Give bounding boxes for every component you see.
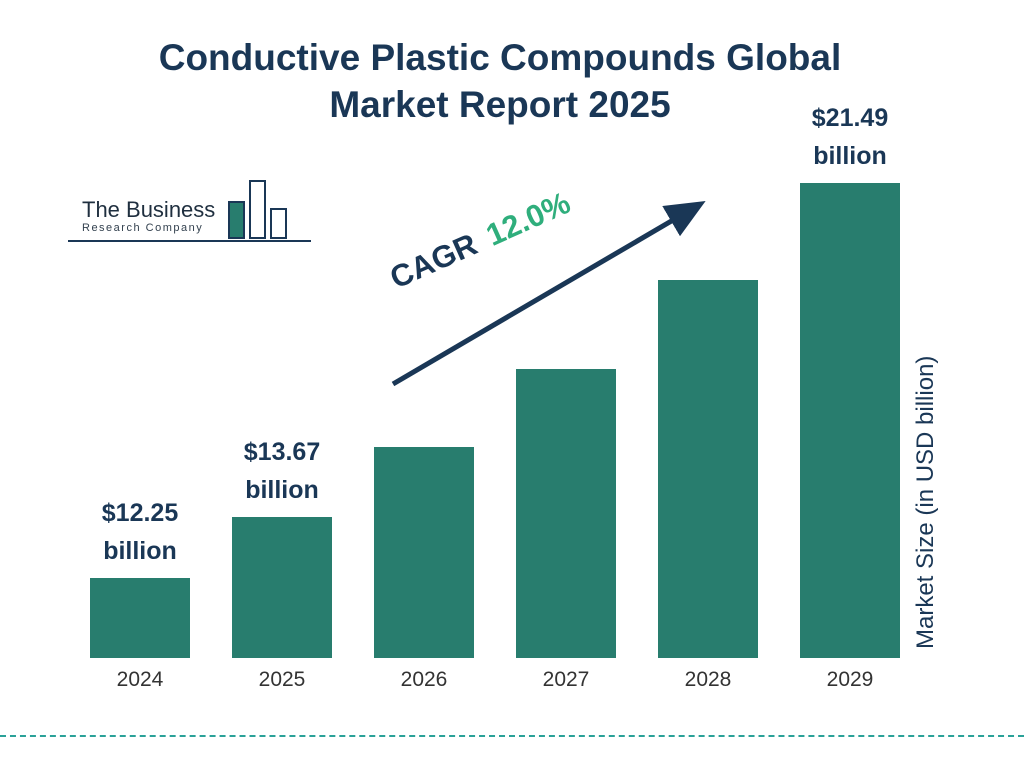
value-amount: $12.25 <box>101 499 179 527</box>
company-logo-text: The Business Research Company <box>82 198 215 240</box>
value-unit: billion <box>813 142 887 170</box>
value-label-2029: $21.49 billion <box>765 99 935 175</box>
logo-subname: Research Company <box>82 222 204 234</box>
value-label-2024: $12.25 billion <box>55 494 225 570</box>
bottom-dashed-line <box>0 735 1024 737</box>
year-label: 2029 <box>826 668 874 691</box>
value-amount: $13.67 <box>243 438 321 467</box>
year-label: 2026 <box>400 668 448 691</box>
value-unit: billion <box>245 476 319 505</box>
bar-column: 2026 <box>369 447 479 692</box>
cagr-arrow <box>391 200 706 387</box>
page-title-line2: Market Report 2025 <box>329 84 671 125</box>
bar-column: 2025 <box>227 517 337 692</box>
page-title-line1: Conductive Plastic Compounds Global <box>158 37 842 78</box>
chart-area: 2024 2025 2026 2027 2028 2029 $12.25 billion $13… <box>85 104 905 692</box>
page-title: Conductive Plastic Compounds Global Mark… <box>0 34 1000 128</box>
bar-column: 2028 <box>653 280 763 692</box>
company-logo: The Business Research Company <box>68 178 312 242</box>
year-label: 2024 <box>116 668 164 691</box>
bar-2027 <box>516 369 616 658</box>
value-unit: billion <box>103 537 177 565</box>
bar-chart-logo-icon <box>228 180 288 239</box>
bar-2024 <box>90 578 190 658</box>
year-label: 2027 <box>542 668 590 691</box>
value-label-2025: $13.67 billion <box>197 433 367 509</box>
bar-2026 <box>374 447 474 658</box>
year-label: 2028 <box>684 668 732 691</box>
bar-2028 <box>658 280 758 658</box>
logo-name: The Business <box>82 197 216 222</box>
bar-column: 2027 <box>511 369 621 692</box>
bar-2025 <box>232 517 332 658</box>
bar-column: 2024 <box>85 578 195 692</box>
value-amount: $21.49 <box>811 104 889 132</box>
y-axis-label: Market Size (in USD billion) <box>912 355 939 650</box>
bar-2029 <box>800 183 900 658</box>
year-label: 2025 <box>258 668 306 691</box>
bar-column: 2029 <box>795 183 905 692</box>
